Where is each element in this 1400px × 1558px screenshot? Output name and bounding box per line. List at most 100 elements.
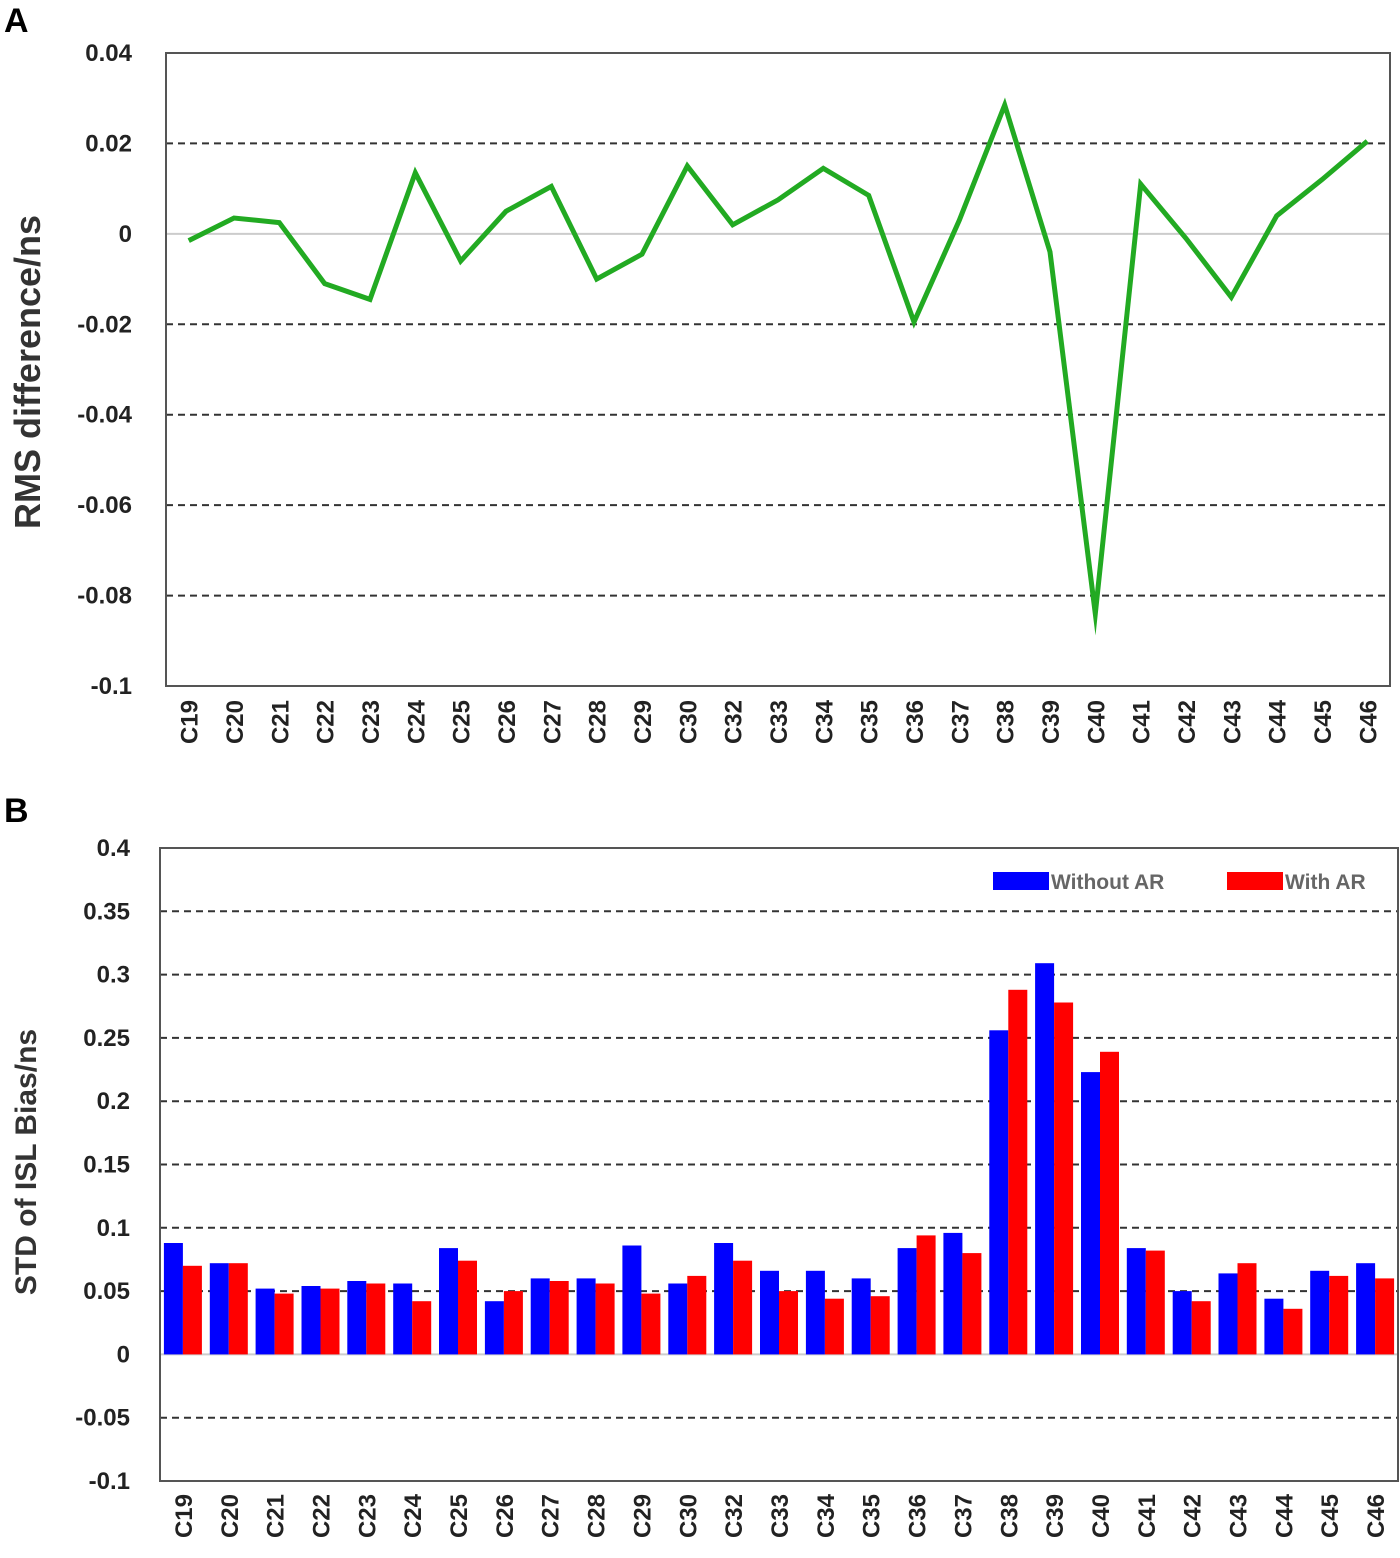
y-tick-label: -0.1 <box>89 1468 130 1495</box>
bar-without-ar <box>576 1278 596 1355</box>
x-tick-label: C40 <box>1088 1494 1115 1538</box>
panel-b-bars <box>163 963 1395 1355</box>
bar-with-ar <box>1191 1301 1211 1355</box>
y-tick-label: -0.1 <box>91 673 132 700</box>
x-tick-label: C30 <box>675 700 702 744</box>
y-tick-label: -0.04 <box>77 402 132 429</box>
panel-a-x-tick-labels: C19 C20 C21 C22 C23 C24 C25 C26 C27 C28 C29 C30 C32 C… <box>177 699 1383 744</box>
y-tick-label: 0 <box>119 221 132 248</box>
y-tick-label: 0.2 <box>97 1088 130 1115</box>
y-tick-label: 0.3 <box>97 962 130 989</box>
x-tick-label: C24 <box>400 1493 427 1538</box>
x-tick-label: C35 <box>857 700 884 744</box>
panel-b-x-tick-labels: C19 C20 C21 C22 C23 C24 C25 C26 C27 C28 C29 C30 C32 C… <box>171 1493 1390 1538</box>
x-tick-label: C45 <box>1310 700 1337 744</box>
bar-with-ar <box>733 1260 753 1355</box>
x-tick-label: C36 <box>902 700 929 744</box>
bar-without-ar <box>714 1243 734 1355</box>
bar-without-ar <box>1081 1072 1100 1355</box>
x-tick-label: C34 <box>813 1493 840 1538</box>
bar-without-ar <box>1356 1263 1376 1355</box>
bar-with-ar <box>1283 1308 1303 1355</box>
y-tick-label: -0.08 <box>77 583 132 610</box>
y-tick-label: -0.05 <box>75 1405 130 1432</box>
bar-with-ar <box>824 1298 844 1355</box>
x-tick-label: C38 <box>996 1494 1023 1538</box>
panel-b-y-tick-labels: 0.4 0.35 0.3 0.25 0.2 0.15 0.1 0.05 0 -0.05 -0.1 <box>75 835 130 1495</box>
x-tick-label: C26 <box>494 700 521 744</box>
panel-b-plot-frame <box>159 847 1399 1482</box>
x-tick-label: C28 <box>584 1494 611 1538</box>
panel-b-legend: Without AR With AR <box>993 871 1366 894</box>
bar-with-ar <box>1100 1051 1119 1355</box>
series-line <box>187 97 1369 636</box>
x-tick-label: C20 <box>217 1494 244 1538</box>
x-tick-label: C23 <box>354 1494 381 1538</box>
bar-without-ar <box>668 1283 688 1355</box>
bar-without-ar <box>301 1286 321 1355</box>
x-tick-label: C21 <box>263 1494 290 1538</box>
x-tick-label: C40 <box>1083 700 1110 744</box>
x-tick-label: C30 <box>675 1494 702 1538</box>
bar-with-ar <box>779 1291 798 1355</box>
bar-without-ar <box>851 1278 871 1355</box>
bar-without-ar <box>622 1245 642 1355</box>
x-tick-label: C35 <box>859 1494 886 1538</box>
y-tick-label: 0.04 <box>85 40 132 67</box>
bar-with-ar <box>182 1265 202 1355</box>
bar-with-ar <box>595 1283 615 1355</box>
x-tick-label: C26 <box>492 1494 519 1538</box>
x-tick-label: C46 <box>1355 700 1382 744</box>
bar-without-ar <box>1310 1270 1330 1355</box>
bar-without-ar <box>1126 1248 1146 1355</box>
bar-without-ar <box>347 1281 367 1355</box>
bar-without-ar <box>760 1270 779 1355</box>
y-tick-label: 0.02 <box>85 130 132 157</box>
y-tick-label: 0 <box>117 1341 130 1368</box>
bar-with-ar <box>1054 1002 1074 1355</box>
panel-a-letter: A <box>4 2 29 40</box>
bar-with-ar <box>228 1263 248 1355</box>
x-tick-label: C42 <box>1180 1494 1207 1538</box>
y-tick-label: 0.05 <box>83 1278 130 1305</box>
bar-with-ar <box>870 1296 890 1355</box>
bar-without-ar <box>1172 1291 1192 1355</box>
x-tick-label: C45 <box>1317 1494 1344 1538</box>
bar-with-ar <box>962 1253 982 1355</box>
bar-without-ar <box>989 1030 1009 1355</box>
legend-label-with-ar: With AR <box>1285 871 1366 894</box>
bar-without-ar <box>209 1263 229 1355</box>
y-tick-label: 0.35 <box>83 898 130 925</box>
bar-without-ar <box>439 1248 458 1355</box>
bar-without-ar <box>163 1243 183 1355</box>
bar-without-ar <box>805 1270 825 1355</box>
x-tick-label: C42 <box>1174 700 1201 744</box>
y-tick-label: 0.25 <box>83 1025 130 1052</box>
y-tick-label: 0.15 <box>83 1152 130 1179</box>
legend-swatch-with-ar <box>1227 872 1283 890</box>
y-tick-label: -0.06 <box>77 492 132 519</box>
panel-a-gridlines <box>166 142 1390 597</box>
bar-without-ar <box>1035 963 1055 1355</box>
bar-without-ar <box>897 1248 917 1355</box>
x-tick-label: C28 <box>585 700 612 744</box>
x-tick-label: C22 <box>308 1494 335 1538</box>
bar-without-ar <box>255 1288 275 1355</box>
x-tick-label: C25 <box>446 1494 473 1538</box>
panel-b-letter: B <box>4 792 29 830</box>
x-tick-label: C22 <box>313 700 340 744</box>
legend-label-without-ar: Without AR <box>1051 871 1164 894</box>
x-tick-label: C29 <box>629 1494 656 1538</box>
x-tick-label: C34 <box>811 699 838 744</box>
bar-without-ar <box>484 1301 504 1355</box>
x-tick-label: C20 <box>222 700 249 744</box>
x-tick-label: C29 <box>630 700 657 744</box>
bar-without-ar <box>1264 1298 1284 1355</box>
panel-a-y-axis-label: RMS difference/ns <box>7 215 48 529</box>
x-tick-label: C19 <box>177 700 204 744</box>
panel-b-y-axis-label: STD of ISL Bias/ns <box>10 1029 43 1295</box>
x-tick-label: C33 <box>766 700 793 744</box>
bar-without-ar <box>393 1283 413 1355</box>
x-tick-label: C21 <box>267 700 294 744</box>
bar-without-ar <box>1218 1273 1238 1355</box>
